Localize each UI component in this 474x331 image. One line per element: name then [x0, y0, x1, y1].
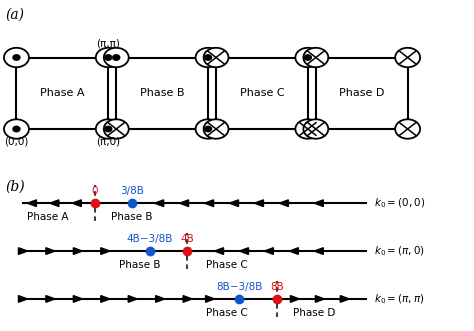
Polygon shape: [46, 248, 55, 255]
Polygon shape: [18, 296, 27, 302]
Polygon shape: [73, 200, 82, 207]
Polygon shape: [155, 200, 164, 207]
Polygon shape: [255, 200, 264, 207]
Text: $k_0=(0,0)$: $k_0=(0,0)$: [374, 196, 426, 210]
Polygon shape: [101, 296, 110, 302]
Circle shape: [205, 55, 211, 60]
Text: $k_0=(π,π)$: $k_0=(π,π)$: [374, 292, 425, 306]
Polygon shape: [180, 200, 189, 207]
Circle shape: [13, 126, 20, 132]
Text: 8B: 8B: [270, 282, 284, 292]
Polygon shape: [264, 248, 273, 255]
Circle shape: [196, 48, 220, 67]
Text: 0: 0: [91, 186, 98, 197]
Polygon shape: [315, 296, 324, 302]
Polygon shape: [205, 200, 214, 207]
Circle shape: [105, 126, 112, 132]
Polygon shape: [155, 296, 164, 302]
Circle shape: [96, 119, 121, 139]
Circle shape: [304, 55, 311, 60]
Polygon shape: [239, 248, 248, 255]
Circle shape: [203, 119, 228, 139]
Polygon shape: [279, 200, 288, 207]
Text: Phase A: Phase A: [40, 88, 85, 98]
Text: Phase C: Phase C: [206, 260, 248, 270]
Text: Phase B: Phase B: [140, 88, 184, 98]
Circle shape: [104, 119, 129, 139]
Text: Phase D: Phase D: [339, 88, 384, 98]
Text: Phase B: Phase B: [119, 260, 161, 270]
Bar: [116, 58, 208, 129]
Polygon shape: [101, 248, 110, 255]
Circle shape: [196, 119, 220, 139]
Circle shape: [303, 119, 328, 139]
Circle shape: [13, 55, 20, 60]
Circle shape: [4, 48, 29, 67]
Polygon shape: [128, 296, 137, 302]
Text: (π,0): (π,0): [96, 137, 120, 147]
Circle shape: [395, 119, 420, 139]
Circle shape: [113, 55, 120, 60]
Polygon shape: [314, 200, 323, 207]
Circle shape: [295, 119, 320, 139]
Text: 3/8B: 3/8B: [120, 186, 144, 197]
Circle shape: [205, 126, 211, 132]
Polygon shape: [206, 296, 215, 302]
Text: 4B−3/8B: 4B−3/8B: [127, 234, 173, 244]
Polygon shape: [291, 296, 300, 302]
Text: 8B−3/8B: 8B−3/8B: [216, 282, 263, 292]
Text: Phase D: Phase D: [293, 307, 336, 317]
Polygon shape: [18, 248, 27, 255]
Text: Phase C: Phase C: [240, 88, 284, 98]
Text: (π,π): (π,π): [96, 39, 120, 49]
Polygon shape: [27, 200, 36, 207]
Circle shape: [395, 48, 420, 67]
Text: Phase B: Phase B: [111, 212, 153, 222]
Circle shape: [104, 48, 129, 67]
Circle shape: [295, 48, 320, 67]
Bar: [17, 58, 108, 129]
Circle shape: [4, 119, 29, 139]
Text: (0,0): (0,0): [4, 137, 28, 147]
Polygon shape: [290, 248, 298, 255]
Bar: [216, 58, 308, 129]
Circle shape: [303, 48, 328, 67]
Circle shape: [105, 55, 112, 60]
Bar: [316, 58, 408, 129]
Polygon shape: [50, 200, 59, 207]
Circle shape: [203, 48, 228, 67]
Polygon shape: [314, 248, 323, 255]
Circle shape: [96, 48, 121, 67]
Text: Phase A: Phase A: [27, 212, 68, 222]
Text: Phase C: Phase C: [206, 307, 248, 317]
Text: (a): (a): [5, 8, 24, 22]
Polygon shape: [229, 200, 238, 207]
Polygon shape: [46, 296, 55, 302]
Polygon shape: [215, 248, 224, 255]
Polygon shape: [73, 296, 82, 302]
Polygon shape: [183, 296, 192, 302]
Polygon shape: [340, 296, 349, 302]
Text: 4B: 4B: [180, 234, 194, 244]
Text: $k_0=(π,0)$: $k_0=(π,0)$: [374, 244, 425, 258]
Text: (b): (b): [5, 179, 25, 193]
Polygon shape: [73, 248, 82, 255]
